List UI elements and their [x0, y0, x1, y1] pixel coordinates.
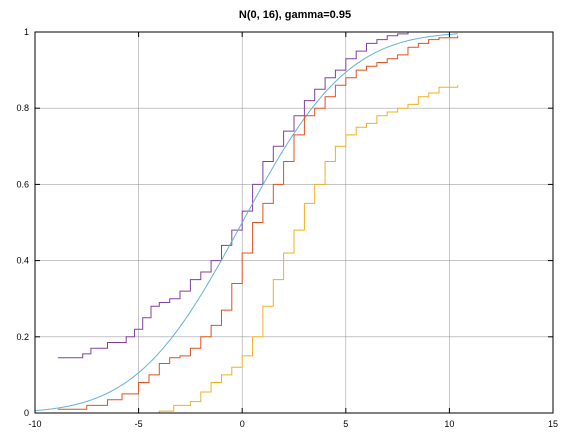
x-tick-label: 10: [444, 419, 454, 429]
series-line-3: [57, 85, 459, 414]
tick-labels: -10 -5 0 5 10 15 0 0.2 0.4 0.6 0.8 1: [16, 27, 558, 429]
tick-marks: [34, 31, 554, 414]
y-tick-label: 1: [24, 27, 29, 37]
x-tick-label: 0: [240, 419, 245, 429]
chart-title: N(0, 16), gamma=0.95: [239, 9, 351, 21]
x-tick-label: 5: [343, 419, 348, 429]
y-tick-label: 0.6: [16, 179, 29, 189]
series-line-0: [57, 31, 458, 359]
y-tick-label: 0.4: [16, 256, 29, 266]
y-tick-label: 0: [24, 408, 29, 418]
series-line-2: [57, 35, 459, 410]
series-line-1: [34, 33, 458, 412]
plot-frame: [34, 31, 554, 414]
y-tick-label: 0.2: [16, 332, 29, 342]
x-tick-label: -5: [135, 419, 143, 429]
y-tick-label: 0.8: [16, 103, 29, 113]
series-group: [34, 31, 459, 414]
x-tick-label: -10: [28, 419, 41, 429]
grid: [35, 32, 553, 413]
x-tick-label: 15: [548, 419, 558, 429]
